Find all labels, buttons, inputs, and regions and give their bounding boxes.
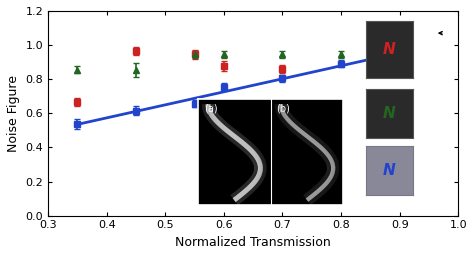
- X-axis label: Normalized Transmission: Normalized Transmission: [175, 236, 331, 249]
- Y-axis label: Noise Figure: Noise Figure: [7, 75, 20, 152]
